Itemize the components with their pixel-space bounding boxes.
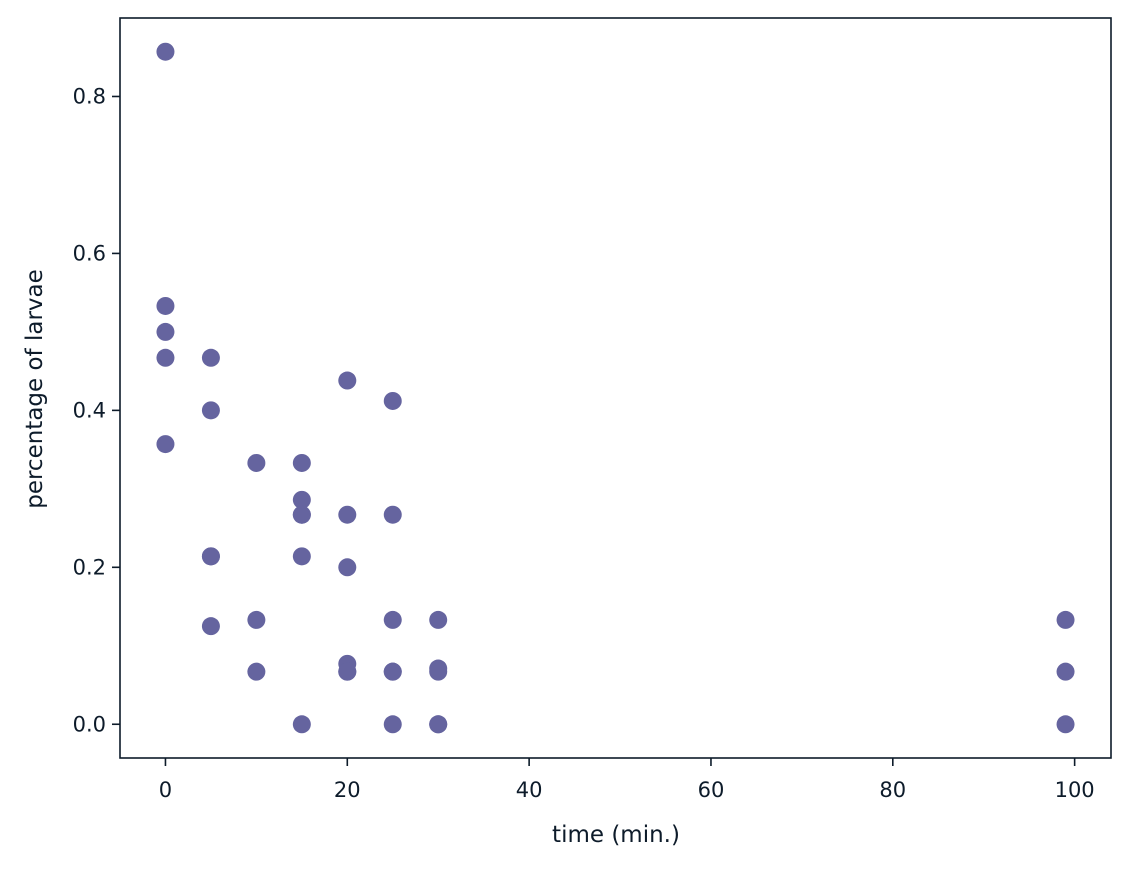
x-axis-ticks: 0 20 40 60 80 100 xyxy=(159,758,1095,802)
data-point xyxy=(156,296,175,315)
data-point xyxy=(201,617,220,636)
data-point xyxy=(429,610,448,629)
y-tick-label: 0.8 xyxy=(73,84,106,108)
x-axis-label: time (min.) xyxy=(552,822,680,848)
data-point xyxy=(429,662,448,681)
data-point xyxy=(201,348,220,367)
data-point xyxy=(156,435,175,454)
data-point xyxy=(292,453,311,472)
data-point xyxy=(292,715,311,734)
data-point xyxy=(338,662,357,681)
data-point xyxy=(383,610,402,629)
y-axis-label: percentage of larvae xyxy=(22,269,48,509)
data-point xyxy=(1056,610,1075,629)
y-axis-ticks: 0.0 0.2 0.4 0.6 0.8 xyxy=(73,84,120,736)
data-point xyxy=(338,558,357,577)
data-point xyxy=(383,505,402,524)
data-point xyxy=(156,348,175,367)
y-tick-label: 0.0 xyxy=(73,712,106,736)
y-tick-label: 0.4 xyxy=(73,398,106,422)
x-tick-label: 60 xyxy=(698,778,725,802)
data-point xyxy=(338,505,357,524)
x-tick-label: 40 xyxy=(516,778,543,802)
data-point xyxy=(1056,715,1075,734)
data-point xyxy=(383,715,402,734)
x-tick-label: 0 xyxy=(159,778,172,802)
data-point xyxy=(1056,662,1075,681)
data-point xyxy=(338,371,357,390)
plot-frame xyxy=(119,17,1112,759)
data-point xyxy=(156,42,175,61)
data-point xyxy=(201,401,220,420)
y-tick-label: 0.6 xyxy=(73,241,106,265)
data-point xyxy=(156,322,175,341)
data-point xyxy=(292,547,311,566)
data-points xyxy=(156,42,1075,734)
data-point xyxy=(247,662,266,681)
data-point xyxy=(292,505,311,524)
y-tick-label: 0.2 xyxy=(73,555,106,579)
data-point xyxy=(292,490,311,509)
data-point xyxy=(383,391,402,410)
data-point xyxy=(247,610,266,629)
data-point xyxy=(429,715,448,734)
data-point xyxy=(383,662,402,681)
data-point xyxy=(247,453,266,472)
x-tick-label: 100 xyxy=(1055,778,1095,802)
data-point xyxy=(201,547,220,566)
x-tick-label: 80 xyxy=(879,778,906,802)
x-tick-label: 20 xyxy=(334,778,361,802)
